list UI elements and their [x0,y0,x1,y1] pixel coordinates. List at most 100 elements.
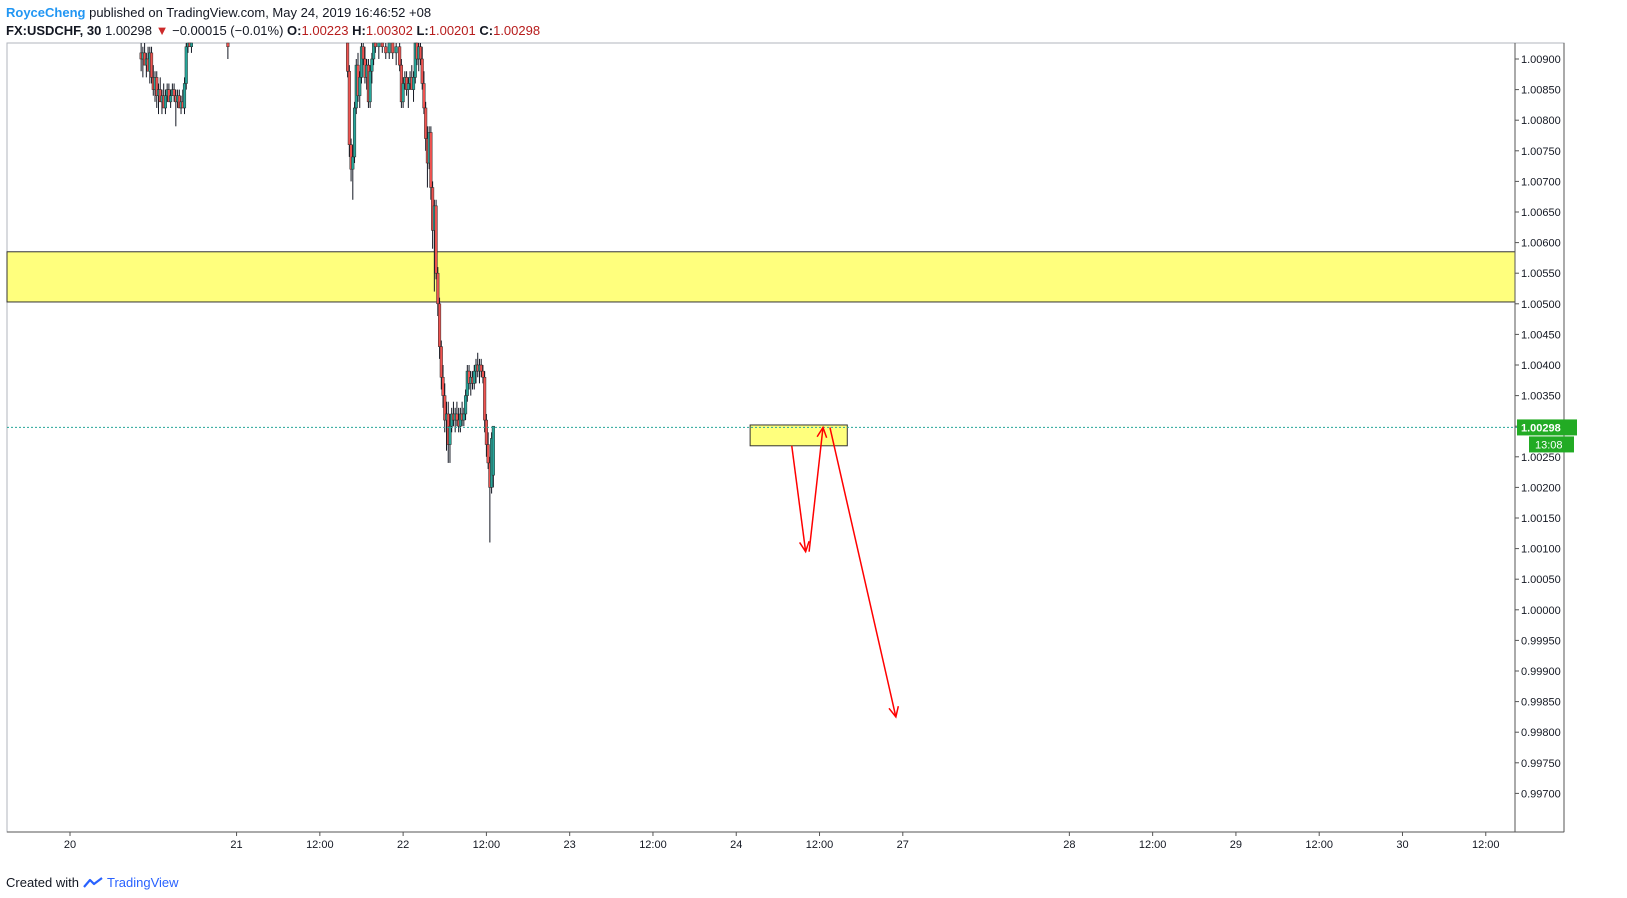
x-tick-label: 29 [1230,839,1242,851]
chart-header: RoyceCheng published on TradingView.com,… [6,4,540,40]
y-tick-label: 1.00650 [1521,207,1561,219]
y-tick-label: 1.00700 [1521,176,1561,188]
candle [352,101,357,164]
candle [377,42,381,59]
candle [394,43,398,66]
trend-arrow[interactable] [808,425,828,552]
tradingview-logo-icon [83,877,103,888]
candle [169,89,173,108]
y-tick-label: 1.00850 [1521,85,1561,97]
symbol-label: FX:USDCHF, 30 [6,23,102,38]
candle [486,432,490,470]
x-tick-label: 21 [230,839,242,851]
candles-layer [139,42,495,543]
close-value: 1.00298 [493,23,541,38]
last-price: 1.00298 [104,23,152,38]
zones-layer [6,251,1516,447]
x-tick-label: 12:00 [1305,839,1333,851]
candle [189,42,193,53]
y-tick-label: 1.00100 [1521,544,1561,556]
x-tick-label: 23 [564,839,576,851]
candle [368,65,372,108]
y-tick-label: 1.00750 [1521,146,1561,158]
y-tick-label: 1.00800 [1521,115,1561,127]
candle [491,425,495,488]
candle [429,126,433,200]
y-tick-label: 0.99750 [1521,758,1561,770]
candle [346,42,350,78]
y-tick-label: 1.00050 [1521,574,1561,586]
candle [436,267,440,317]
candle [401,77,405,108]
open-value: 1.00223 [301,23,349,38]
x-axis-ticks: 20 21 12:00 22 12:00 23 12:00 24 12:00 27 28 12:00 2… [64,832,1500,851]
candle [439,340,443,390]
y-tick-label: 1.00500 [1521,299,1561,311]
open-label: O: [287,23,302,38]
support-resistance-zone[interactable] [6,251,1516,303]
candle [424,101,428,151]
y-tick-label: 1.00350 [1521,391,1561,403]
x-tick-label: 12:00 [473,839,501,851]
close-label: C: [479,23,494,38]
candle [226,42,230,59]
candle [387,42,391,59]
low-label: L: [416,23,429,38]
publish-info: published on TradingView.com, May 24, 20… [89,5,432,20]
high-value: 1.00302 [365,23,413,38]
y-tick-label: 0.99950 [1521,635,1561,647]
y-tick-label: 1.00150 [1521,513,1561,525]
y-axis-ticks: 1.00900 1.00850 1.00800 1.00750 1.00700 1.006… [1514,43,1561,832]
price-tag-value: 1.00298 [1521,422,1561,434]
candle [391,42,395,59]
created-with-label: Created with [6,875,79,890]
trend-arrow[interactable] [829,427,900,719]
candle [438,297,442,359]
x-tick-label: 12:00 [1139,839,1167,851]
author-link[interactable]: RoyceCheng [6,5,86,20]
y-tick-label: 1.00450 [1521,329,1561,341]
candle [163,89,167,115]
footer: Created with TradingView [6,874,179,892]
candle [483,371,487,433]
low-value: 1.00201 [428,23,476,38]
candle [184,43,188,90]
x-tick-label: 20 [64,839,76,851]
y-tick-label: 1.00200 [1521,482,1561,494]
y-tick-label: 1.00000 [1521,605,1561,617]
candle [384,43,388,59]
candle [182,77,187,115]
x-tick-label: 12:00 [1472,839,1500,851]
price-change: −0.00015 (−0.01%) [172,23,284,38]
y-tick-label: 1.00900 [1521,54,1561,66]
x-tick-label: 28 [1063,839,1075,851]
candle [464,389,468,421]
candle [398,43,402,72]
trend-arrow[interactable] [791,445,810,554]
candle [358,71,362,108]
y-tick-label: 0.99700 [1521,788,1561,800]
candle [434,199,438,280]
candle [347,65,351,157]
x-tick-label: 30 [1396,839,1408,851]
y-tick-label: 1.00250 [1521,452,1561,464]
candle [448,413,452,463]
candle [373,42,377,53]
y-tick-label: 0.99900 [1521,666,1561,678]
countdown-value: 13:08 [1535,439,1563,451]
tradingview-link[interactable]: TradingView [106,875,179,890]
candle [380,42,384,53]
x-tick-label: 12:00 [806,839,834,851]
x-tick-label: 24 [730,839,742,851]
x-tick-label: 27 [897,839,909,851]
x-tick-label: 12:00 [306,839,334,851]
y-tick-label: 1.00550 [1521,268,1561,280]
y-tick-label: 1.00400 [1521,360,1561,372]
candle [484,413,488,457]
price-tag: 1.00298 13:08 [1517,419,1577,453]
y-tick-label: 0.99800 [1521,727,1561,739]
change-down-icon: ▼ [155,23,169,38]
x-tick-label: 22 [397,839,409,851]
x-tick-label: 12:00 [639,839,667,851]
